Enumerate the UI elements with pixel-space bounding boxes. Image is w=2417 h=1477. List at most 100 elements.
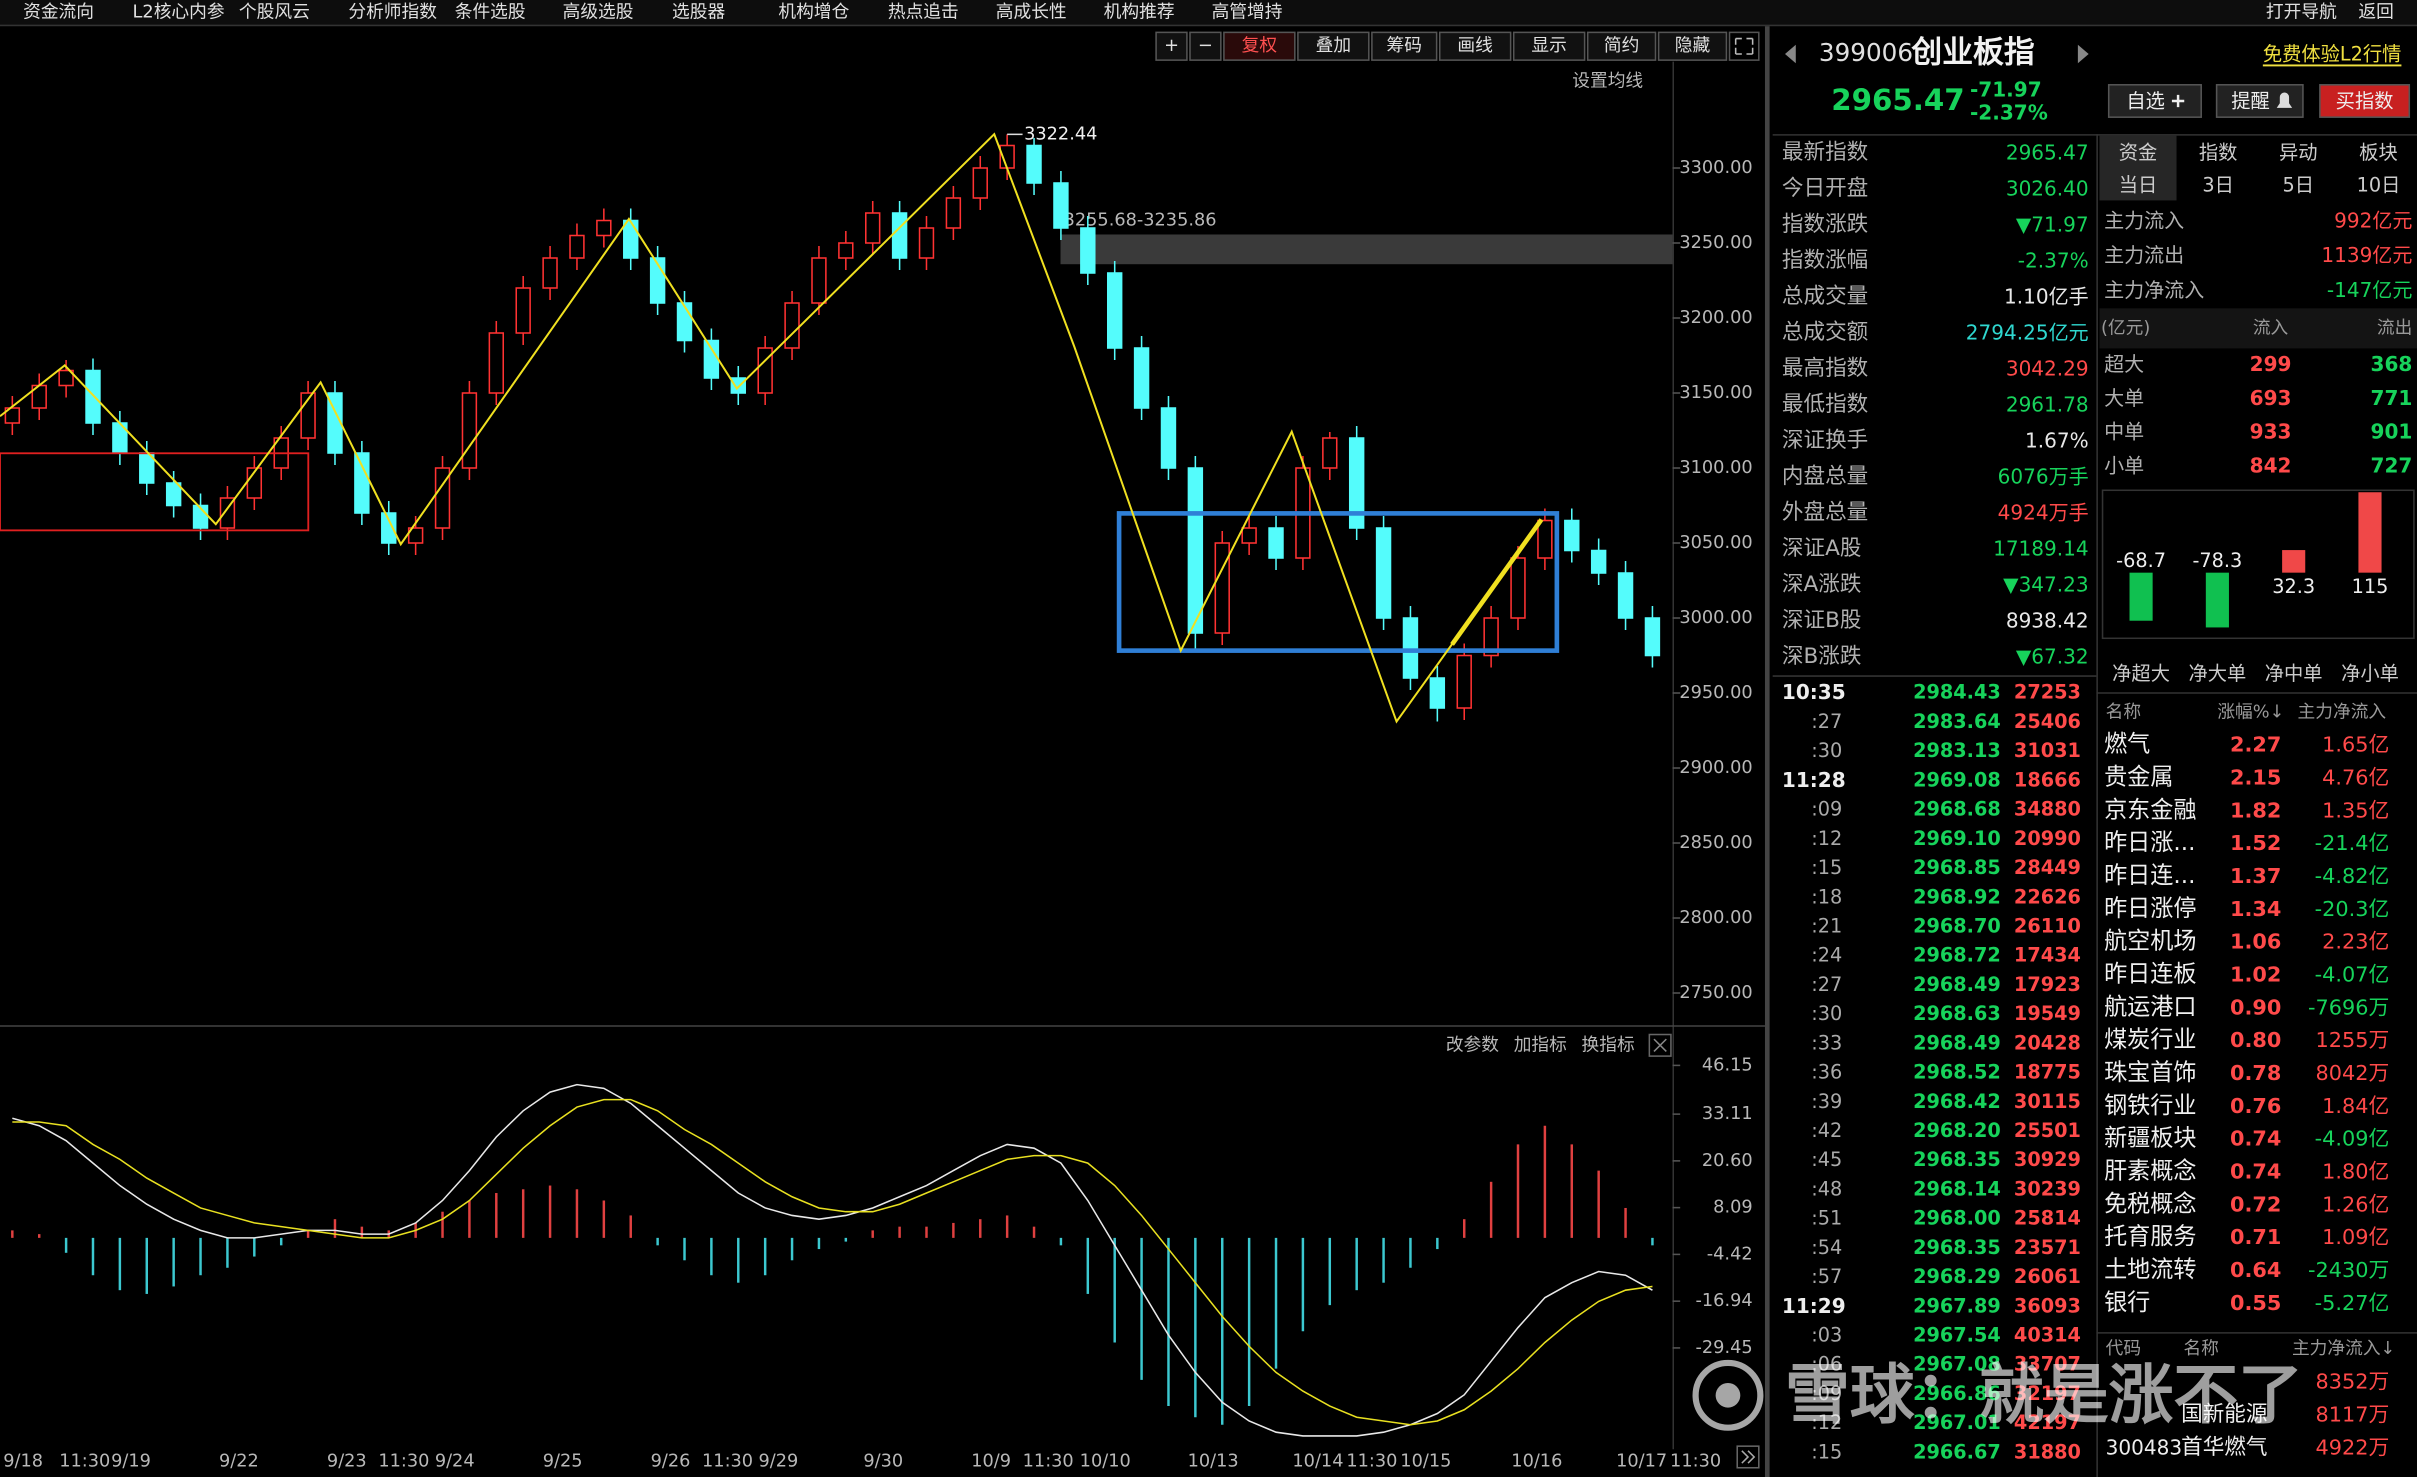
- flow-period[interactable]: 5日: [2283, 174, 2315, 197]
- candle-body: [1537, 519, 1553, 559]
- indicator-button[interactable]: 加指标: [1514, 1034, 1567, 1055]
- menu-item[interactable]: 高管增持: [1212, 1, 1283, 22]
- flow-period[interactable]: 3日: [2202, 174, 2234, 197]
- sector-net: 1.35亿: [2322, 798, 2389, 822]
- toolbar-button[interactable]: [1189, 31, 1222, 61]
- flow-tab[interactable]: 板块: [2359, 141, 2398, 164]
- menu-item[interactable]: 机构推荐: [1104, 1, 1175, 22]
- candle-body: [434, 467, 451, 529]
- expand-button[interactable]: [1728, 31, 1760, 61]
- menu-item[interactable]: 高成长性: [996, 1, 1067, 22]
- menu-bar: [0, 0, 2417, 25]
- candle-body: [461, 392, 478, 469]
- menu-item[interactable]: 条件选股: [455, 1, 526, 22]
- quote-label: 深A涨跌: [1782, 572, 1861, 597]
- toolbar-button[interactable]: [1438, 31, 1512, 61]
- sector-pct: 0.55: [2230, 1291, 2281, 1315]
- tick-time: :09: [1811, 798, 1842, 821]
- quote-value: 1.10亿手: [2004, 285, 2089, 309]
- candle-body: [1187, 467, 1204, 634]
- tick-price: 2968.00: [1913, 1207, 2001, 1230]
- menu-item[interactable]: L2核心内参: [133, 1, 225, 22]
- toolbar-button[interactable]: [1223, 31, 1296, 61]
- sector-name: 土地流转: [2104, 1257, 2196, 1283]
- flow-tab[interactable]: 指数: [2199, 141, 2238, 164]
- toolbar-button[interactable]: [1297, 31, 1370, 61]
- stock-th: 名称: [2183, 1338, 2218, 1359]
- sector-pct: 1.34: [2230, 897, 2281, 921]
- tick-price: 2968.72: [1913, 944, 2001, 967]
- candle-body: [703, 339, 720, 379]
- quote-value: 2794.25亿元: [1966, 321, 2089, 345]
- promo-link[interactable]: 免费体验L2行情: [2263, 42, 2402, 65]
- toolbar-button[interactable]: [1586, 31, 1657, 61]
- quote-label: 总成交量: [1782, 284, 1868, 309]
- menu-item[interactable]: 返回: [2358, 1, 2393, 22]
- indicator-button[interactable]: 改参数: [1446, 1034, 1499, 1055]
- flow-th: 流入: [2253, 317, 2289, 338]
- x-tick-label: 10/15: [1400, 1452, 1451, 1472]
- price-band: [1060, 234, 1673, 265]
- sector-net: -5.27亿: [2315, 1291, 2390, 1315]
- close-button[interactable]: [1648, 1033, 1672, 1057]
- tick-volume: 36093: [2014, 1294, 2081, 1317]
- menu-item[interactable]: 机构增仓: [778, 1, 849, 22]
- sector-name: 贵金属: [2104, 765, 2173, 791]
- prev-arrow[interactable]: [1785, 44, 1796, 64]
- ma-setting[interactable]: 设置均线: [1572, 71, 1643, 92]
- tick-time: :54: [1811, 1236, 1842, 1259]
- menu-item[interactable]: 选股器: [672, 1, 725, 22]
- menu-item[interactable]: 打开导航: [2266, 1, 2337, 22]
- toolbar-button[interactable]: [1155, 31, 1188, 61]
- candle-body: [1133, 347, 1150, 409]
- flow-tab[interactable]: 资金: [2119, 141, 2158, 164]
- tick-price: 2983.64: [1913, 710, 2001, 733]
- scroll-button[interactable]: [1736, 1445, 1760, 1469]
- tick-time: 11:28: [1782, 768, 1846, 792]
- menu-item[interactable]: 热点追击: [888, 1, 959, 22]
- peak-label: 3322.44: [1024, 124, 1097, 144]
- tick-time: :36: [1811, 1061, 1842, 1084]
- next-arrow[interactable]: [2077, 44, 2089, 64]
- indicator-button[interactable]: 换指标: [1582, 1034, 1635, 1055]
- sector-pct: 0.78: [2230, 1061, 2281, 1085]
- index-pct: -2.37%: [1970, 101, 2048, 125]
- menu-item[interactable]: 高级选股: [563, 1, 634, 22]
- sector-pct: 0.64: [2230, 1258, 2281, 1282]
- candle-body: [488, 332, 505, 394]
- flow-tab[interactable]: 异动: [2279, 141, 2318, 164]
- candle-body: [676, 302, 693, 342]
- active-tab[interactable]: [2099, 135, 2177, 201]
- sector-pct: 0.72: [2230, 1192, 2281, 1216]
- toolbar-label: 叠加: [1316, 35, 1351, 56]
- menu-item[interactable]: 资金流向: [23, 1, 94, 22]
- sector-th: 涨幅%↓: [2217, 701, 2284, 722]
- tick-price: 2967.01: [1913, 1411, 2001, 1434]
- toolbar-button[interactable]: [1512, 31, 1586, 61]
- tick-price: 2968.49: [1913, 973, 2001, 996]
- tick-price: 2968.14: [1913, 1177, 2001, 1200]
- quote-label: 最低指数: [1782, 392, 1868, 417]
- tick-volume: 32197: [2014, 1382, 2081, 1405]
- toolbar-button[interactable]: [1371, 31, 1438, 61]
- menu-item[interactable]: 分析师指数: [348, 1, 437, 22]
- tick-volume: 42197: [2014, 1411, 2081, 1434]
- candle-body: [891, 212, 908, 259]
- watermark-logo: [1715, 1382, 1741, 1408]
- tick-volume: 30115: [2014, 1090, 2081, 1113]
- flow-period[interactable]: 当日: [2119, 174, 2158, 197]
- tick-time: :33: [1811, 1031, 1842, 1054]
- flow-period[interactable]: 10日: [2357, 174, 2401, 197]
- menu-item[interactable]: 个股风云: [239, 1, 310, 22]
- flow-out: 368: [2371, 352, 2413, 376]
- x-tick-label: 9/26: [651, 1452, 691, 1472]
- y-tick-label: 3100.00: [1679, 458, 1752, 478]
- candle-body: [945, 197, 962, 229]
- action-button[interactable]: [2319, 84, 2411, 118]
- action-button[interactable]: [2107, 84, 2202, 118]
- toolbar-button[interactable]: [1657, 31, 1728, 61]
- tick-volume: 31031: [2014, 739, 2081, 762]
- candle-body: [1241, 527, 1257, 544]
